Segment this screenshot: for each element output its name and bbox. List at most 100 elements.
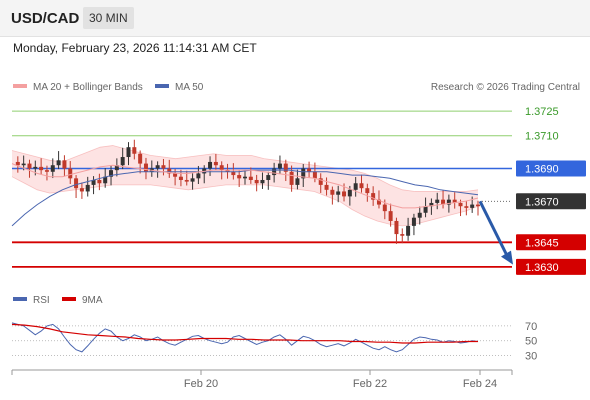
candle-body bbox=[161, 165, 166, 169]
candle-body bbox=[27, 163, 32, 169]
candle-body bbox=[423, 206, 428, 213]
rsi-ma-line bbox=[11, 323, 478, 344]
candle-body bbox=[219, 165, 224, 171]
legend-rsi: RSI bbox=[33, 295, 50, 306]
candle-body bbox=[289, 171, 294, 185]
candle-body bbox=[406, 225, 411, 236]
candle-body bbox=[371, 193, 376, 200]
ma50-line bbox=[11, 169, 479, 227]
x-tick-label: Feb 24 bbox=[463, 378, 497, 390]
candle-body bbox=[266, 175, 271, 180]
candle-body bbox=[143, 163, 148, 172]
candle-body bbox=[307, 168, 312, 172]
candle-body bbox=[213, 161, 218, 166]
level-label-1.3725: 1.3725 bbox=[525, 106, 559, 118]
candle-body bbox=[196, 173, 201, 179]
candle-body bbox=[50, 165, 55, 172]
legend-swatch-bollinger bbox=[13, 84, 27, 88]
candle-body bbox=[33, 166, 38, 169]
rsi-tick-50: 50 bbox=[525, 336, 537, 348]
candle-body bbox=[301, 168, 306, 179]
x-tick-label: Feb 22 bbox=[353, 378, 387, 390]
candle-body bbox=[411, 217, 416, 226]
candle-body bbox=[56, 160, 61, 166]
candle-body bbox=[272, 168, 277, 176]
forecast-arrow-line bbox=[478, 200, 510, 259]
level-label-1.3630: 1.3630 bbox=[525, 262, 559, 274]
candle-body bbox=[470, 204, 475, 208]
level-label-bg-1.3630 bbox=[516, 258, 586, 275]
level-label-1.3690: 1.3690 bbox=[525, 164, 559, 176]
bollinger-upper-line bbox=[11, 145, 479, 192]
legend-swatch-ma50 bbox=[155, 84, 169, 88]
candle-body bbox=[365, 188, 370, 194]
candle-body bbox=[243, 176, 247, 179]
rsi-tick-70: 70 bbox=[525, 321, 537, 333]
candle-body bbox=[464, 206, 469, 208]
candle-body bbox=[312, 171, 317, 179]
candle-body bbox=[103, 176, 108, 184]
bollinger-band-area bbox=[12, 145, 478, 226]
candle-body bbox=[21, 163, 26, 166]
rsi-tick-30: 30 bbox=[525, 351, 537, 363]
candle-body bbox=[353, 183, 358, 190]
timestamp: Monday, February 23, 2026 11:14:31 AM CE… bbox=[13, 41, 257, 55]
level-label-bg-1.3690 bbox=[516, 160, 586, 177]
candle-body bbox=[97, 179, 102, 184]
candle-body bbox=[109, 170, 114, 177]
candle-body bbox=[359, 183, 364, 189]
candle-body bbox=[342, 191, 347, 197]
candle-body bbox=[435, 199, 440, 203]
copyright-text: Research © 2026 Trading Central bbox=[431, 82, 580, 93]
candle-body bbox=[74, 178, 79, 189]
candle-body bbox=[458, 202, 463, 207]
legend-rsi-ma: 9MA bbox=[82, 295, 103, 306]
candle-body bbox=[167, 168, 172, 174]
x-tick-label: Feb 20 bbox=[184, 378, 218, 390]
candle-body bbox=[376, 199, 381, 205]
candle-body bbox=[394, 220, 399, 235]
top-bar: USD/CAD 30 MIN bbox=[0, 0, 590, 37]
candle-body bbox=[39, 166, 44, 171]
candle-body bbox=[347, 189, 352, 197]
candle-body bbox=[441, 199, 446, 205]
candle-body bbox=[155, 165, 160, 169]
candle-body bbox=[91, 179, 96, 185]
candle-body bbox=[173, 173, 178, 177]
candle-body bbox=[336, 191, 341, 195]
candle-body bbox=[283, 163, 288, 172]
candle-body bbox=[237, 175, 242, 179]
candle-body bbox=[126, 147, 131, 158]
candle-body bbox=[178, 176, 183, 180]
forecast-arrow-head bbox=[501, 250, 513, 265]
candle-body bbox=[330, 189, 335, 195]
candle-body bbox=[120, 157, 125, 166]
level-label-bg-1.3645 bbox=[516, 234, 586, 251]
candle-body bbox=[254, 179, 259, 184]
candle-body bbox=[417, 212, 422, 218]
legend-ma50: MA 50 bbox=[175, 82, 204, 93]
rsi-line bbox=[11, 322, 479, 353]
candle-body bbox=[429, 202, 434, 207]
candle-body bbox=[452, 199, 457, 203]
timeframe-button[interactable]: 30 MIN bbox=[83, 7, 134, 29]
candle-body bbox=[476, 204, 480, 207]
candle-body bbox=[388, 211, 393, 221]
candle-body bbox=[114, 165, 119, 171]
candle-body bbox=[79, 188, 84, 192]
candle-body bbox=[208, 161, 213, 169]
candle-body bbox=[324, 184, 329, 190]
candle-body bbox=[318, 178, 323, 185]
level-label-1.3710: 1.3710 bbox=[525, 131, 559, 143]
candle-body bbox=[190, 178, 195, 182]
legend-swatch-rsi-ma bbox=[62, 297, 76, 301]
legend-bollinger: MA 20 + Bollinger Bands bbox=[33, 82, 143, 93]
candle-body bbox=[184, 179, 189, 182]
legend-swatch-rsi bbox=[13, 297, 27, 301]
candle-body bbox=[68, 168, 73, 179]
symbol-title: USD/CAD bbox=[11, 10, 80, 27]
ma20-line bbox=[11, 163, 479, 209]
candle-body bbox=[225, 170, 230, 172]
candle-body bbox=[400, 234, 405, 236]
